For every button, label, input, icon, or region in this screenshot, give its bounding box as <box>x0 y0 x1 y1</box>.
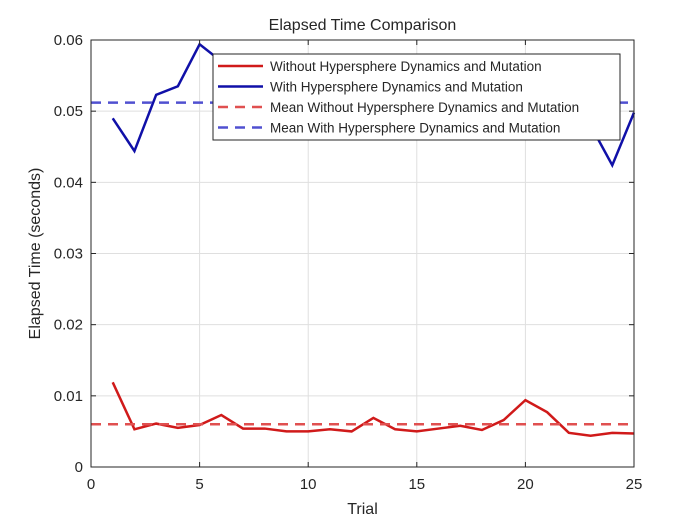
legend: Without Hypersphere Dynamics and Mutatio… <box>212 53 621 141</box>
legend-box <box>212 53 621 141</box>
legend-label: Mean Without Hypersphere Dynamics and Mu… <box>270 100 579 115</box>
y-tick-label: 0.02 <box>54 317 83 334</box>
y-tick-label: 0 <box>75 459 83 476</box>
legend-label: With Hypersphere Dynamics and Mutation <box>270 80 523 95</box>
y-tick-label: 0.03 <box>54 246 83 263</box>
legend-label: Mean With Hypersphere Dynamics and Mutat… <box>270 121 560 136</box>
ticks: 0 5 10 15 20 25 0 0.01 0.02 0.03 0.04 0.05 0.06 <box>54 32 643 493</box>
x-tick-label: 10 <box>300 476 317 493</box>
x-tick-label: 5 <box>195 476 203 493</box>
y-tick-label: 0.04 <box>54 174 83 191</box>
legend-label: Without Hypersphere Dynamics and Mutatio… <box>270 59 542 74</box>
x-tick-label: 20 <box>517 476 534 493</box>
y-tick-label: 0.06 <box>54 32 83 49</box>
x-tick-label: 15 <box>408 476 425 493</box>
y-tick-label: 0.05 <box>54 103 83 120</box>
x-axis-label: Trial <box>347 501 378 518</box>
chart-title: Elapsed Time Comparison <box>269 17 457 34</box>
x-tick-label: 25 <box>626 476 643 493</box>
x-tick-label: 0 <box>87 476 95 493</box>
y-axis-label: Elapsed Time (seconds) <box>27 168 44 340</box>
y-tick-label: 0.01 <box>54 388 83 405</box>
